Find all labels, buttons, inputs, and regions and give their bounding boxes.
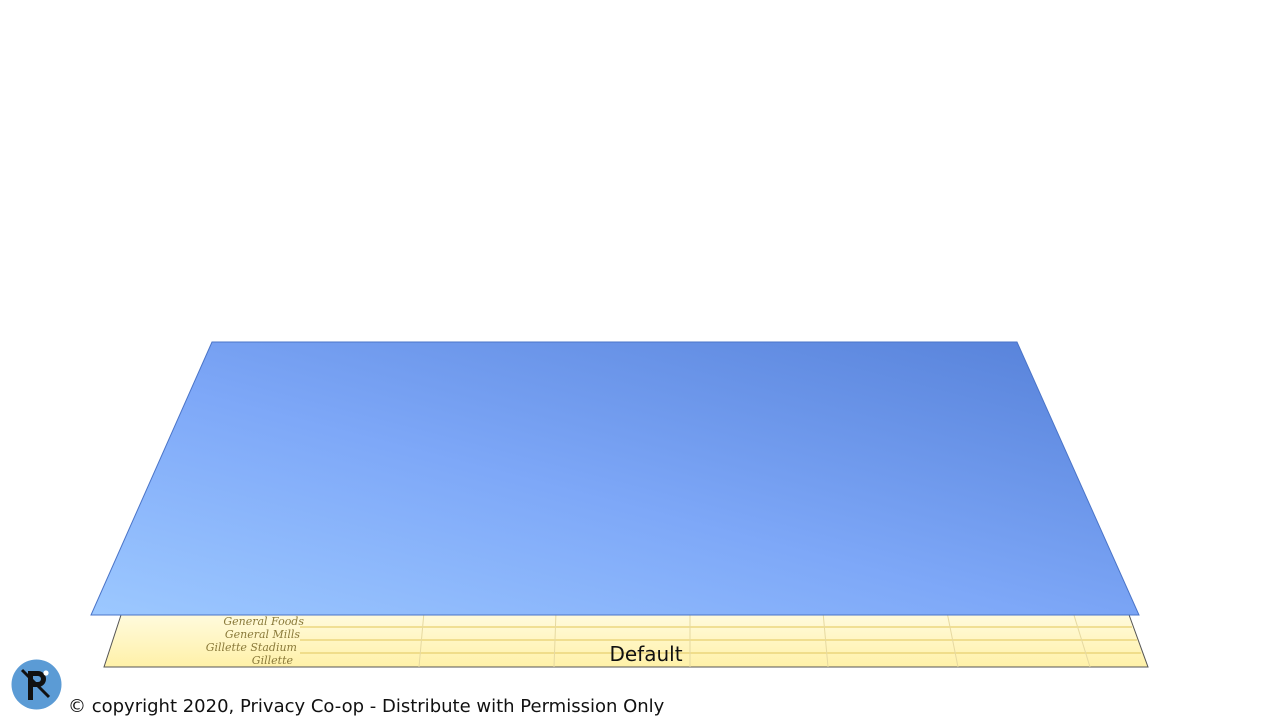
- layer-label: Default: [609, 642, 682, 666]
- privacy-coop-logo-icon: [11, 659, 62, 710]
- table-row-label: General Foods: [223, 615, 304, 628]
- table-column-lines: [418, 611, 1091, 668]
- blue-overlay-plane: [90, 341, 1140, 616]
- table-row-label: Gillette: [252, 654, 294, 667]
- table-row-label: Gillette Stadium: [206, 641, 297, 654]
- table-row-lines: [300, 626, 1141, 654]
- data-table-layer: General Foods General Mills Gillette Sta…: [103, 611, 1149, 668]
- copyright-notice: © copyright 2020, Privacy Co-op - Distri…: [68, 696, 665, 717]
- table-row-label: General Mills: [225, 628, 301, 641]
